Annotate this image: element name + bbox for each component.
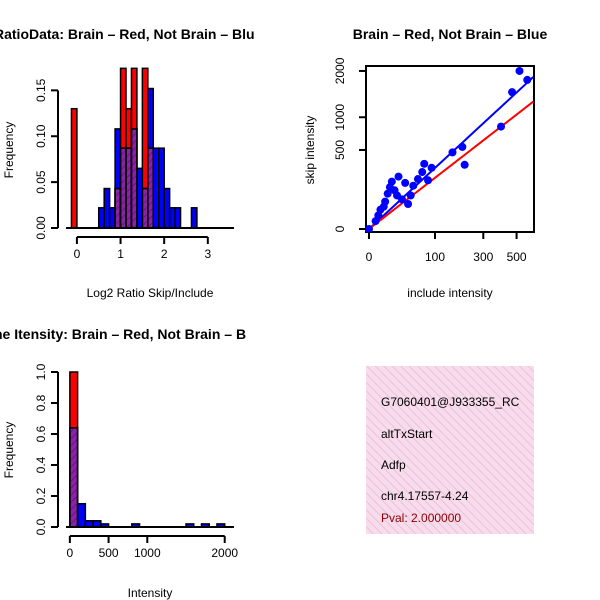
not-brain-bar [103,187,111,229]
ratio-histogram-title: RatioData: Brain – Red, Not Brain – Blu [0,26,255,42]
y-tick-label: 500 [333,140,347,160]
x-tick-label: 500 [99,546,119,560]
info-pval: Pval: 2.000000 [381,511,461,525]
x-tick-label: 1000 [134,546,161,560]
y-tick-label: 0.00 [34,216,48,240]
overlap-hatch [141,187,149,229]
scatter-point [460,160,469,169]
overlap-hatch [119,147,127,229]
ratio-histogram-xlabel: Log2 Ratio Skip/Include [87,286,214,300]
info-event-id: G7060401@J933355_RC [381,395,520,409]
info-gene: Adfp [381,458,406,472]
info-panel: G7060401@J933355_RC altTxStart Adfp chr4… [366,366,534,534]
info-event-type: altTxStart [381,427,433,441]
scatter-point [387,177,396,186]
x-tick-label: 3 [204,247,211,261]
y-tick-label: 0.0 [34,518,48,535]
scatter-point [448,148,457,157]
scatter-point [383,189,392,198]
scatter-point [458,142,467,151]
scatter-axes: 0 100 300 500 0 500 1000 2000 [333,57,527,264]
scatter-point [406,191,415,200]
not-brain-bar [168,207,176,229]
scatter-point [409,181,418,190]
intensity-histogram-axes: 0 500 1000 2000 0.0 0.2 0.4 0.6 0.8 1.0 [34,363,238,560]
y-tick-label: 0.10 [34,124,48,148]
overlap-hatch [147,147,155,229]
not-brain-bar [190,207,198,229]
scatter-point [508,88,517,97]
not-brain-bar [76,503,87,528]
ratio-histogram-axes: 0 1 2 3 0.00 0.05 0.10 0.15 [34,78,234,261]
scatter-point [394,172,403,181]
ratio-histogram-panel: RatioData: Brain – Red, Not Brain – Blu … [0,26,255,300]
x-tick-label: 100 [425,250,445,264]
info-location: chr4.17557-4.24 [381,489,469,503]
scatter-fit-lines [368,76,535,230]
scatter-point [523,75,532,84]
x-tick-label: 0 [366,250,373,264]
y-tick-label: 2000 [333,57,347,84]
intensity-histogram-bars [69,371,226,528]
x-tick-label: 500 [507,250,527,264]
scatter-point [497,122,505,131]
scatter-point [398,195,406,204]
brain-bar [70,107,78,229]
scatter-point [401,178,410,187]
scatter-ylabel: skip intensity [303,116,317,185]
scatter-point [515,66,524,75]
ratio-histogram-ylabel: Frequency [2,122,16,179]
not-brain-bar [174,207,182,229]
y-tick-label: 0.8 [34,394,48,411]
intensity-histogram-xlabel: Intensity [128,586,173,600]
not-brain-bar [108,207,116,229]
scatter-point [413,175,422,184]
not-brain-bar [136,167,144,229]
scatter-point [420,159,429,168]
ratio-histogram-bars [70,67,198,229]
x-tick-label: 300 [473,250,493,264]
overlap-hatch [69,427,79,528]
not-brain-fit-line [368,76,535,230]
x-tick-label: 2 [161,247,168,261]
y-tick-label: 0.2 [34,487,48,504]
scatter-point [404,200,413,209]
scatter-point [427,163,436,172]
intensity-histogram-panel: ne Itensity: Brain – Red, Not Brain – B … [0,326,246,600]
y-tick-label: 0.05 [34,170,48,194]
intensity-histogram-title: ne Itensity: Brain – Red, Not Brain – B [0,326,246,342]
not-brain-bar [152,147,160,229]
x-tick-label: 2000 [211,546,238,560]
brain-fit-line [368,100,534,230]
intensity-scatter-panel: Brain – Red, Not Brain – Blue 0 100 300 500… [303,26,547,300]
scatter-point [381,197,390,206]
scatter-xlabel: include intensity [407,286,492,300]
overlap-hatch [125,147,133,229]
not-brain-bar [163,187,171,229]
info-panel-background [366,366,534,534]
intensity-histogram-ylabel: Frequency [2,422,16,479]
overlap-hatch [130,128,138,229]
not-brain-bar [157,147,165,229]
not-brain-bar [97,207,105,229]
y-tick-label: 0 [333,225,347,232]
y-tick-label: 1.0 [34,363,48,380]
y-tick-label: 1000 [333,104,347,131]
x-tick-label: 0 [74,247,81,261]
scatter-points [365,66,532,233]
scatter-point [365,225,373,233]
intensity-scatter-title: Brain – Red, Not Brain – Blue [353,26,548,42]
y-tick-label: 0.4 [34,456,48,473]
y-tick-label: 0.15 [34,78,48,102]
x-tick-label: 1 [117,247,124,261]
y-tick-label: 0.6 [34,425,48,442]
scatter-point [418,168,427,177]
x-tick-label: 0 [67,546,74,560]
scatter-point [424,176,433,185]
overlap-hatch [114,187,122,229]
